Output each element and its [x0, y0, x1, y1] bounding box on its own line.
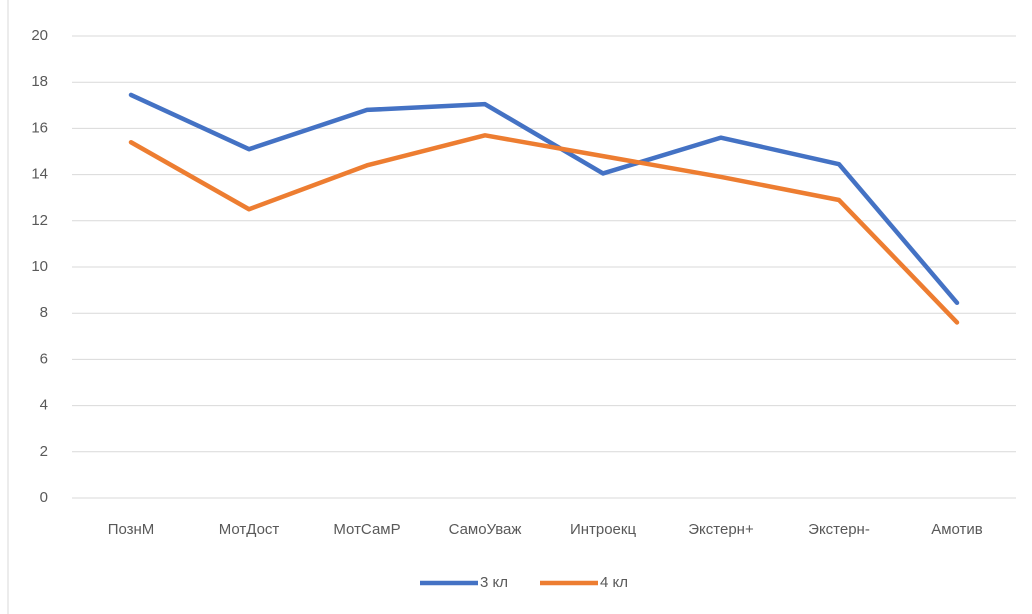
y-tick-label: 4 [40, 397, 48, 414]
y-tick-label: 2 [40, 443, 48, 460]
y-tick-label: 14 [31, 166, 48, 183]
y-tick-label: 12 [31, 212, 48, 229]
y-tick-label: 6 [40, 350, 48, 367]
y-tick-label: 10 [31, 258, 48, 275]
x-tick-label: Интроекц [570, 521, 637, 538]
y-tick-label: 16 [31, 119, 48, 136]
x-tick-label: СамоУваж [449, 521, 522, 538]
x-tick-label: Экстерн+ [688, 521, 754, 538]
y-tick-label: 18 [31, 73, 48, 90]
x-tick-label: МотСамР [333, 521, 400, 538]
legend-label: 3 кл [480, 574, 508, 591]
x-tick-label: ПознМ [108, 521, 155, 538]
y-tick-label: 20 [31, 27, 48, 44]
x-tick-label: Экстерн- [808, 521, 870, 538]
series-line [128, 133, 960, 325]
y-tick-label: 8 [40, 304, 48, 321]
x-tick-label: МотДост [219, 521, 280, 538]
x-tick-label: Амотив [931, 521, 983, 538]
y-tick-label: 0 [40, 489, 48, 506]
series-line [128, 92, 960, 306]
legend-label: 4 кл [600, 574, 628, 591]
